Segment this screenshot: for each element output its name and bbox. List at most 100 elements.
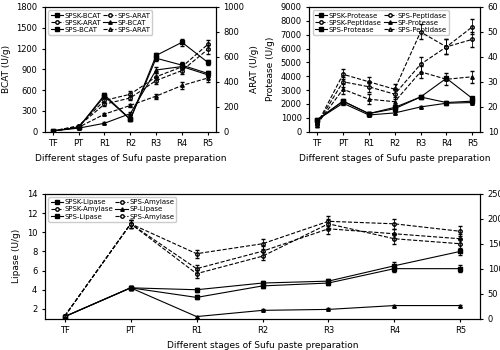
SP-ARAT <box>153 94 159 98</box>
SPSK-Protease <box>418 95 424 99</box>
SPSK-ARAT <box>179 65 185 69</box>
Legend: SPSK-BCAT, SPSK-ARAT, SPS-BCAT, SPS-ARAT, SP-BCAT, SPS-ARAT: SPSK-BCAT, SPSK-ARAT, SPS-BCAT, SPS-ARAT… <box>48 10 152 35</box>
SPS-BCAT <box>205 71 211 76</box>
SPS-ARAT <box>179 69 185 73</box>
SPSK-Amylase <box>128 222 134 226</box>
SP-BCAT <box>128 112 134 116</box>
SPSK-Lipase <box>260 281 266 285</box>
SP-Lipase <box>194 315 200 319</box>
SPS-Amylase <box>260 249 266 253</box>
Line: SPS-ARAT: SPS-ARAT <box>51 48 210 133</box>
SPSK-Lipase <box>194 288 200 292</box>
SPSK-Amylase <box>260 241 266 246</box>
SPS-Peptidase <box>340 87 346 91</box>
SPSK-Amylase <box>326 219 332 223</box>
Legend: SPSK-Lipase, SPSK-Amylase, SPS-Lipase, SPS-Amylase, SP-Lipase, SPS-Amylase: SPSK-Lipase, SPSK-Amylase, SPS-Lipase, S… <box>48 197 176 222</box>
SPS-Lipase <box>457 267 463 271</box>
Line: SPSK-ARAT: SPSK-ARAT <box>51 43 210 133</box>
Line: SPS-Amylase: SPS-Amylase <box>63 222 462 318</box>
SP-ARAT <box>205 76 211 80</box>
SPS-Protease <box>469 99 475 103</box>
SP-Protease <box>314 118 320 122</box>
SPSK-ARAT <box>128 92 134 96</box>
Line: SPSK-Amylase: SPSK-Amylase <box>63 219 462 318</box>
SPSK-ARAT <box>102 98 107 103</box>
SPSK-BCAT <box>76 125 82 130</box>
SPSK-ARAT <box>205 42 211 47</box>
SPS-Protease <box>340 99 346 103</box>
Y-axis label: BCAT (U/g): BCAT (U/g) <box>2 45 11 93</box>
SPSK-Peptidase <box>418 30 424 34</box>
SPSK-BCAT <box>50 129 56 133</box>
SPSK-Amylase <box>194 252 200 256</box>
SPSK-BCAT <box>153 53 159 57</box>
SP-BCAT <box>179 64 185 69</box>
Text: (b): (b) <box>318 11 332 21</box>
SP-Amylase <box>128 222 134 226</box>
SPS-Amylase <box>62 314 68 318</box>
SPSK-Amylase <box>457 229 463 233</box>
SPS-Peptidase <box>418 70 424 74</box>
SPS-Peptidase <box>444 77 450 81</box>
Line: SP-BCAT: SP-BCAT <box>51 65 210 133</box>
SPSK-Protease <box>444 76 450 80</box>
SPS-Peptidase <box>392 100 398 104</box>
SP-Amylase <box>194 272 200 276</box>
SP-BCAT <box>205 73 211 77</box>
SP-Protease <box>469 100 475 105</box>
Line: SPSK-Lipase: SPSK-Lipase <box>63 250 462 318</box>
SP-Protease <box>340 101 346 105</box>
SP-Protease <box>392 111 398 115</box>
SPS-Peptidase <box>340 80 346 84</box>
SP-Lipase <box>392 303 398 308</box>
SP-ARAT <box>179 83 185 88</box>
Line: SPSK-Peptidase: SPSK-Peptidase <box>316 25 474 126</box>
Line: SPSK-Protease: SPSK-Protease <box>316 77 474 121</box>
SPSK-Lipase <box>392 264 398 268</box>
SPSK-ARAT <box>153 75 159 79</box>
SP-Lipase <box>128 286 134 290</box>
SPS-BCAT <box>128 117 134 121</box>
SPSK-BCAT <box>128 117 134 121</box>
SPS-Peptidase <box>444 45 450 49</box>
SPSK-Amylase <box>62 314 68 318</box>
SPS-Protease <box>366 112 372 116</box>
SPS-Lipase <box>62 315 68 319</box>
SPS-Amylase <box>128 222 134 226</box>
Line: SPS-Peptidase: SPS-Peptidase <box>316 38 474 126</box>
SP-Amylase <box>457 241 463 246</box>
SPSK-Peptidase <box>366 80 372 84</box>
SPS-Lipase <box>326 281 332 285</box>
SPSK-Protease <box>366 112 372 116</box>
SPSK-Lipase <box>128 286 134 290</box>
SPS-ARAT <box>153 78 159 83</box>
Text: (c): (c) <box>67 198 80 208</box>
SPS-Protease <box>314 118 320 122</box>
SPS-Lipase <box>128 286 134 290</box>
SPSK-Protease <box>469 96 475 100</box>
Line: SP-Protease: SP-Protease <box>316 101 474 121</box>
SP-Protease <box>366 113 372 117</box>
Line: SP-ARAT: SP-ARAT <box>51 76 210 133</box>
SP-ARAT <box>76 125 82 130</box>
SPS-ARAT <box>50 129 56 133</box>
SP-Amylase <box>326 222 332 226</box>
SP-Protease <box>444 101 450 105</box>
Text: (a): (a) <box>54 11 68 21</box>
SP-ARAT <box>102 112 107 116</box>
SPS-Peptidase <box>469 75 475 79</box>
SPS-Peptidase <box>314 122 320 126</box>
Line: SP-Lipase: SP-Lipase <box>63 286 462 318</box>
SPSK-ARAT <box>76 124 82 128</box>
SPS-Peptidase <box>314 122 320 126</box>
Line: SPSK-BCAT: SPSK-BCAT <box>51 41 210 133</box>
SPS-ARAT <box>128 96 134 100</box>
Line: SPS-BCAT: SPS-BCAT <box>51 56 210 133</box>
SP-Amylase <box>260 254 266 258</box>
SPSK-Peptidase <box>392 87 398 91</box>
SP-BCAT <box>153 68 159 72</box>
SP-Lipase <box>326 307 332 312</box>
SP-ARAT <box>128 103 134 107</box>
SP-Lipase <box>457 303 463 308</box>
SPS-Lipase <box>392 267 398 271</box>
